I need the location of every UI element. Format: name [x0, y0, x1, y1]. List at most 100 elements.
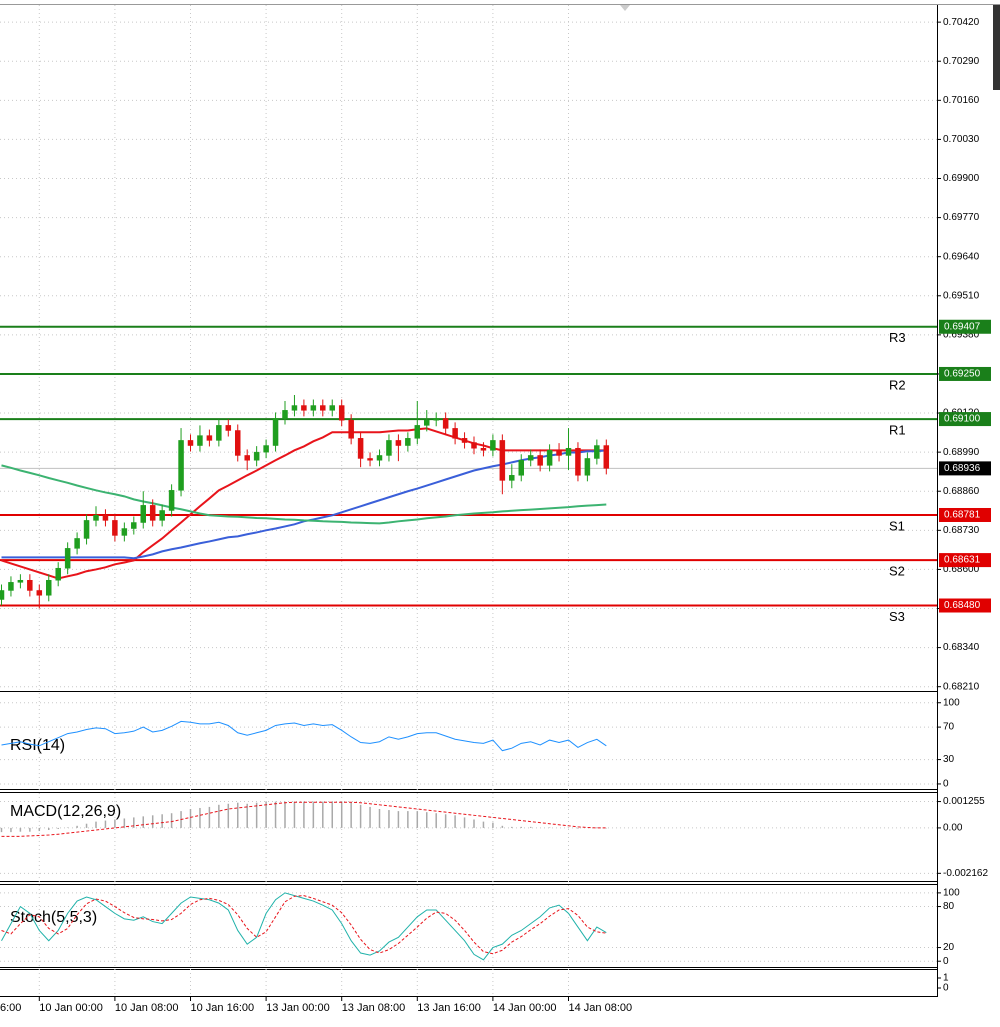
y-tick-label: 0.70030 — [943, 134, 980, 145]
candle-body — [405, 438, 411, 446]
candle-body — [187, 440, 194, 446]
candle-body — [452, 428, 458, 439]
indicator-line — [1, 720, 607, 752]
y-tick-label: 0 — [943, 956, 949, 967]
candle-body — [168, 490, 175, 511]
y-tick-label: 0.69510 — [943, 290, 980, 301]
x-tick-label: 13 Jan 00:00 — [266, 1002, 330, 1014]
level-name: R2 — [889, 377, 906, 392]
candle-body — [235, 430, 241, 456]
candle-body — [112, 520, 118, 536]
y-tick-label: 20 — [943, 942, 955, 953]
candle-body — [480, 447, 487, 451]
scrollbar[interactable] — [993, 5, 1000, 90]
indicator-line — [1, 892, 607, 961]
level-price-box — [939, 412, 991, 427]
candle-body — [537, 455, 543, 466]
candle-body — [102, 515, 109, 521]
last-price-box — [939, 461, 991, 476]
candle-body — [395, 440, 402, 446]
moving-average — [1, 464, 607, 525]
level-price-label: 0.68480 — [944, 600, 981, 611]
candle-body — [36, 590, 43, 596]
y-tick-label: 0.68340 — [943, 642, 980, 653]
level-price-label: 0.68631 — [944, 555, 981, 566]
candle-body — [55, 567, 61, 581]
y-tick-label: 100 — [943, 888, 960, 899]
candle-body — [291, 405, 298, 411]
candle-body — [149, 505, 156, 521]
y-tick-label: 0.69380 — [943, 330, 980, 341]
y-tick-label: 0.70290 — [943, 56, 980, 67]
candle-body — [253, 451, 260, 461]
candle-body — [565, 447, 572, 456]
y-tick-label: 0 — [943, 779, 949, 790]
candle-body — [0, 590, 5, 600]
level-price-box — [939, 553, 991, 568]
panel-title: MACD(12,26,9) — [10, 803, 121, 820]
x-tick-label: 10 Jan 08:00 — [115, 1002, 179, 1014]
y-tick-label: 30 — [943, 754, 955, 765]
candle-body — [282, 410, 288, 419]
candle-body — [329, 405, 335, 411]
candle-body — [17, 579, 24, 583]
candle-body — [131, 522, 137, 529]
candle-body — [46, 579, 52, 596]
y-tick-label: 0.70420 — [943, 17, 980, 28]
candle-body — [206, 435, 213, 441]
candle-body — [471, 442, 477, 449]
x-tick-label: 10 Jan 16:00 — [191, 1002, 255, 1014]
indicator-line — [1, 895, 607, 955]
y-tick-label: -0.002162 — [943, 868, 988, 879]
x-tick-label: 13 Jan 08:00 — [342, 1002, 406, 1014]
x-tick-label: 13 Jan 16:00 — [417, 1002, 481, 1014]
candle-body — [348, 420, 354, 439]
candle-body — [93, 515, 99, 521]
level-name: S2 — [889, 564, 905, 579]
candle-body — [301, 405, 307, 411]
candle-body — [509, 475, 515, 481]
candle-body — [310, 405, 317, 411]
candle-body — [490, 440, 496, 451]
y-tick-label: 1 — [943, 973, 949, 984]
candle-body — [121, 528, 128, 536]
candle-body — [320, 405, 326, 411]
y-tick-label: 80 — [943, 901, 955, 912]
candle-body — [376, 455, 383, 461]
candle-body — [414, 425, 421, 439]
y-tick-label: 0.70160 — [943, 95, 980, 106]
y-tick-label: 0.68730 — [943, 525, 980, 536]
y-tick-label: 0.68860 — [943, 486, 980, 497]
candle-body — [461, 438, 468, 443]
y-tick-label: 0.69770 — [943, 212, 980, 223]
x-tick-label: 14 Jan 08:00 — [569, 1002, 633, 1014]
panel-title: Stoch(5,5,3) — [10, 909, 97, 926]
shift-marker[interactable] — [620, 5, 630, 11]
y-tick-label: 0.69640 — [943, 251, 980, 262]
last-price-label: 0.68936 — [944, 463, 981, 474]
candle-body — [424, 420, 430, 426]
level-price-label: 0.69407 — [944, 321, 981, 332]
candle-body — [225, 425, 232, 431]
macd-signal — [1, 801, 607, 837]
level-name: S3 — [889, 609, 905, 624]
level-name: R3 — [889, 330, 906, 345]
y-tick-label: 0 — [943, 983, 949, 994]
level-price-label: 0.69100 — [944, 414, 981, 425]
candle-body — [575, 447, 581, 476]
level-price-label: 0.69250 — [944, 369, 981, 380]
moving-average — [1, 427, 607, 580]
candle-body — [546, 450, 553, 466]
level-price-box — [939, 366, 991, 381]
candle-body — [263, 445, 269, 453]
candle-body — [272, 418, 279, 446]
level-price-box — [939, 319, 991, 334]
y-tick-label: 0.69900 — [943, 173, 980, 184]
candle-body — [216, 425, 222, 441]
candle-body — [499, 440, 506, 481]
y-tick-label: 0.00 — [943, 823, 963, 834]
level-name: R1 — [889, 423, 906, 438]
candle-body — [159, 510, 165, 521]
candle-body — [140, 505, 146, 523]
